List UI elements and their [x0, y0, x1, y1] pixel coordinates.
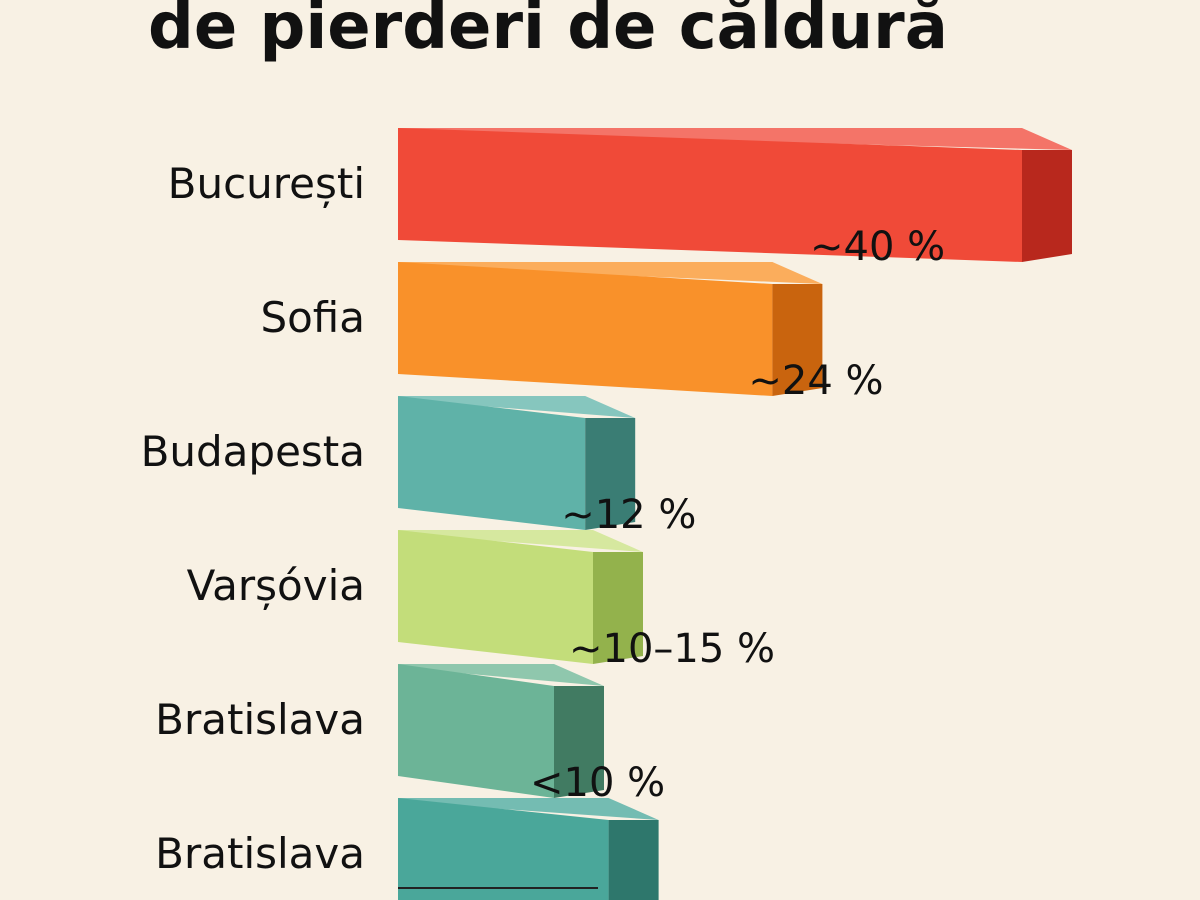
category-label: București: [168, 159, 365, 208]
category-label: Bratislava: [155, 829, 365, 878]
value-label: ~10–15 %: [569, 626, 775, 672]
bar-front-face: [398, 530, 593, 664]
bar: [398, 798, 659, 900]
bar-top-face: [398, 262, 823, 284]
bar-side-face: [554, 686, 604, 798]
bar-front-face: [398, 128, 1022, 262]
bar: [398, 664, 604, 798]
value-label: ~40 %: [810, 224, 945, 270]
bar: [398, 530, 643, 664]
labels-layer: Bratislava ~12–15 % Bratislava <10 % Varșóvi…: [141, 159, 946, 900]
bar-side-face: [772, 284, 823, 396]
bar-front-face: [398, 798, 609, 900]
category-label: Budapesta: [141, 427, 365, 476]
bar-front-face: [398, 664, 554, 798]
value-label: ~12–15 %: [585, 894, 791, 900]
category-label: Bratislava: [155, 695, 365, 744]
value-label: ~12 %: [561, 492, 696, 538]
category-label: Varșóvia: [187, 561, 365, 610]
bar-side-face: [585, 418, 636, 530]
bar: [398, 396, 636, 530]
bar-top-face: [398, 128, 1072, 150]
bar: [398, 262, 823, 396]
value-label: <10 %: [530, 760, 665, 806]
bar-top-face: [398, 396, 636, 418]
bar-side-face: [593, 552, 643, 664]
bar: [398, 128, 1072, 262]
bar-side-face: [608, 820, 659, 900]
category-label: Sofia: [260, 293, 365, 342]
bar-front-face: [398, 262, 773, 396]
chart-title: de pierderi de căldură: [148, 0, 948, 64]
bar-top-face: [398, 798, 659, 820]
bar-front-face: [398, 396, 586, 530]
value-label: ~24 %: [748, 358, 883, 404]
bar-side-face: [1022, 150, 1072, 262]
bars-layer: [398, 128, 1072, 900]
bar-top-face: [398, 530, 643, 552]
bar-top-face: [398, 664, 604, 686]
